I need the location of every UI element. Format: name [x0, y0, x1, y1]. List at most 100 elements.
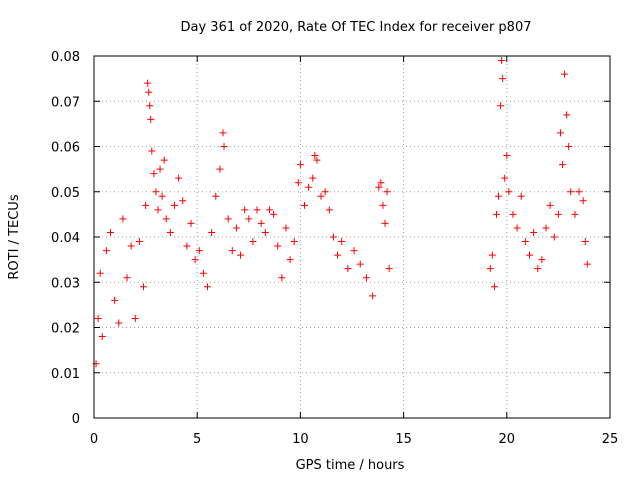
data-point: [224, 215, 232, 223]
data-point: [156, 165, 164, 173]
data-point: [546, 201, 554, 209]
data-point: [350, 247, 358, 255]
data-point: [146, 102, 154, 110]
data-point: [290, 238, 298, 246]
data-point: [356, 260, 364, 268]
data-point: [579, 197, 587, 205]
data-point: [170, 201, 178, 209]
data-point: [216, 165, 224, 173]
data-point: [571, 210, 579, 218]
data-point: [148, 147, 156, 155]
data-point: [565, 143, 573, 150]
data-point: [127, 242, 135, 250]
data-point: [538, 256, 546, 264]
x-tick-label: 10: [292, 432, 309, 447]
data-point: [253, 206, 261, 214]
data-point: [521, 238, 529, 246]
y-tick-label: 0: [72, 412, 80, 427]
data-point: [375, 183, 383, 191]
data-point: [98, 333, 106, 341]
data-point: [305, 183, 313, 191]
data-point: [495, 192, 503, 200]
data-point: [135, 238, 143, 246]
data-point: [501, 174, 509, 182]
data-point: [115, 319, 123, 327]
data-point: [219, 129, 227, 137]
data-point: [381, 219, 389, 227]
data-point: [581, 238, 589, 246]
data-point: [204, 283, 212, 291]
data-point: [187, 219, 195, 227]
data-point: [550, 233, 558, 241]
data-point: [249, 238, 257, 246]
data-point: [208, 228, 216, 236]
data-point: [321, 188, 329, 196]
data-point: [154, 206, 162, 214]
data-point: [102, 247, 110, 255]
data-point: [542, 224, 550, 232]
data-point: [534, 265, 542, 273]
data-point: [111, 296, 119, 304]
y-tick-label: 0.07: [51, 95, 80, 110]
y-tick-label: 0.04: [51, 231, 80, 246]
data-point: [567, 188, 575, 196]
data-point: [583, 260, 591, 268]
data-point: [561, 70, 569, 78]
data-point: [94, 314, 102, 322]
data-point: [309, 174, 317, 182]
data-point: [505, 188, 513, 196]
data-point: [140, 283, 148, 291]
y-tick-label: 0.02: [51, 322, 80, 337]
data-point: [530, 228, 538, 236]
data-point: [313, 156, 321, 164]
data-point: [162, 215, 170, 223]
data-point: [556, 129, 564, 137]
data-point: [296, 161, 304, 169]
data-point: [278, 274, 286, 282]
data-point: [334, 251, 342, 259]
x-tick-label: 25: [602, 432, 619, 447]
data-point: [317, 192, 325, 200]
data-point: [488, 251, 496, 259]
data-point: [96, 269, 104, 277]
data-point: [265, 206, 273, 214]
data-point: [147, 115, 155, 123]
data-point: [199, 269, 207, 277]
x-tick-label: 5: [193, 432, 201, 447]
data-point: [383, 188, 391, 196]
axis-ticks: 0 5 10 15 20 25 0 0.01 0.02 0.03 0.04 0.05 0.06 0.07 0…: [51, 50, 618, 447]
data-point: [191, 256, 199, 264]
data-point: [338, 238, 346, 246]
data-point: [245, 215, 253, 223]
data-point: [183, 242, 191, 250]
data-point: [554, 210, 562, 218]
data-point: [257, 219, 265, 227]
data-point: [499, 75, 507, 83]
data-point: [492, 210, 500, 218]
data-point: [270, 210, 278, 218]
data-point: [152, 188, 160, 196]
data-point: [294, 179, 302, 187]
data-point: [559, 161, 567, 169]
data-point: [158, 192, 166, 200]
data-points: [92, 57, 591, 368]
data-point: [166, 228, 174, 236]
data-point: [131, 314, 139, 322]
data-point: [513, 224, 521, 232]
x-tick-label: 0: [90, 432, 98, 447]
data-point: [228, 247, 236, 255]
data-point: [311, 152, 319, 160]
data-point: [220, 143, 228, 150]
data-point: [274, 242, 282, 250]
data-point: [175, 174, 183, 182]
y-tick-label: 0.03: [51, 276, 80, 291]
data-point: [344, 265, 352, 273]
chart-title: Day 361 of 2020, Rate Of TEC Index for r…: [181, 20, 532, 35]
data-point: [486, 265, 494, 273]
data-point: [212, 192, 220, 200]
data-point: [362, 274, 370, 282]
data-point: [497, 102, 505, 110]
data-point: [503, 152, 511, 160]
data-point: [119, 215, 127, 223]
